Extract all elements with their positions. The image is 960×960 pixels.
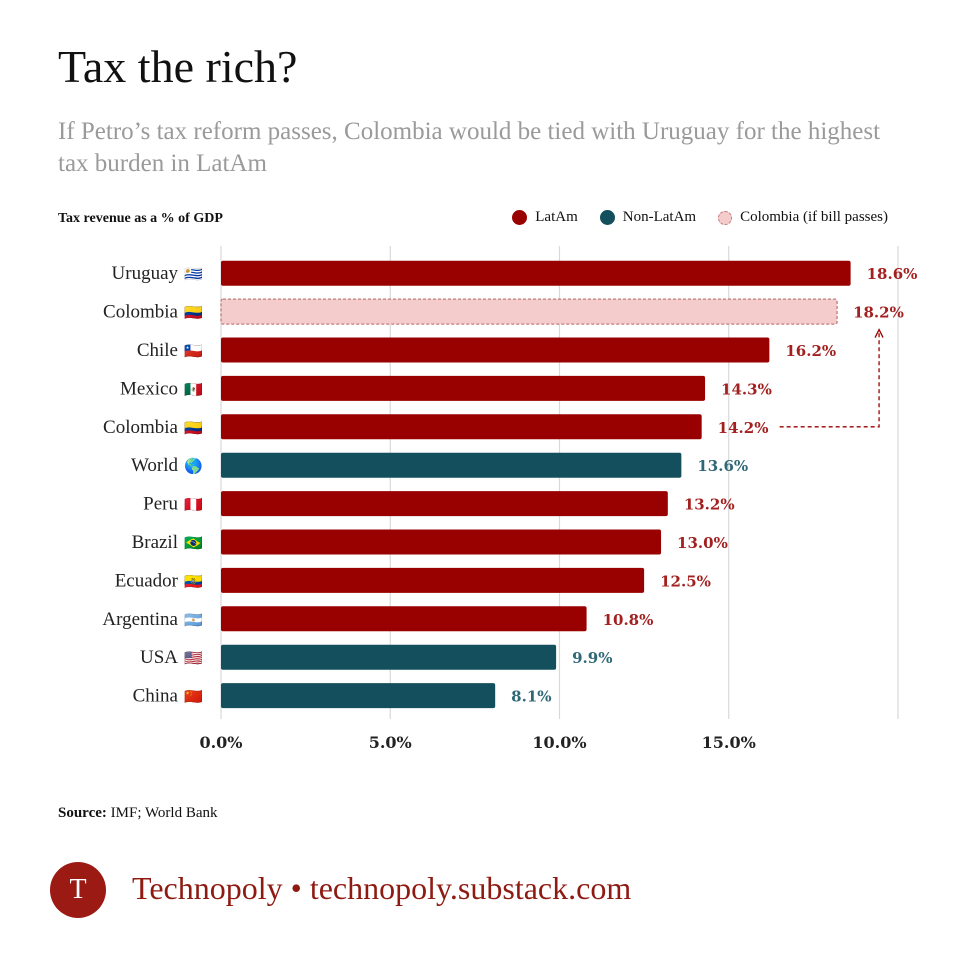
legend-swatch-nonlatam	[599, 210, 615, 225]
legend-label-colombia: Colombia (if bill passes)	[740, 209, 888, 225]
flag-icon: 🇨🇳	[184, 688, 203, 706]
data-label: 13.2%	[684, 496, 735, 514]
flag-icon: 🇨🇴	[184, 304, 203, 322]
source-note: Source: IMF; World Bank	[58, 805, 218, 822]
data-label: 14.3%	[721, 380, 772, 398]
bar	[221, 414, 702, 440]
bar	[221, 644, 557, 670]
bar	[221, 606, 587, 632]
bar	[221, 491, 668, 517]
flag-icon: 🇨🇴	[184, 419, 203, 437]
bar	[221, 452, 682, 478]
axis-label: Tax revenue as a % of GDP	[58, 211, 223, 226]
category-label: Mexico	[120, 378, 178, 399]
legend-item-latam: LatAm	[512, 209, 578, 226]
x-tick-label: 5.0%	[369, 733, 412, 752]
legend-swatch-latam	[512, 210, 528, 225]
category-label: Ecuador	[115, 570, 179, 591]
legend-swatch-colombia	[718, 210, 733, 225]
data-label: 10.8%	[603, 611, 654, 629]
category-label: World	[131, 455, 179, 476]
data-label: 18.2%	[853, 304, 904, 322]
data-label: 12.5%	[660, 572, 711, 590]
flag-icon: 🇧🇷	[184, 534, 203, 552]
data-label: 18.6%	[867, 265, 918, 283]
category-label: Colombia	[103, 302, 179, 323]
source-label: Source:	[58, 805, 107, 821]
flag-icon: 🇺🇾	[184, 265, 203, 283]
flag-icon: 🇲🇽	[184, 380, 203, 398]
legend-item-nonlatam: Non-LatAm	[599, 209, 697, 226]
bar	[221, 375, 706, 401]
annotation-arrow-line	[779, 331, 880, 428]
category-label: Uruguay	[112, 263, 179, 284]
data-label: 14.2%	[718, 419, 769, 437]
chart-title: Tax the rich?	[58, 41, 298, 92]
flag-icon: 🌎	[184, 457, 203, 475]
legend: LatAm Non-LatAm Colombia (if bill passes…	[512, 209, 888, 226]
flag-icon: 🇨🇱	[184, 342, 203, 360]
category-label: Argentina	[102, 609, 178, 630]
flag-icon: 🇦🇷	[184, 611, 203, 629]
flag-icon: 🇺🇸	[184, 649, 203, 667]
legend-label-nonlatam: Non-LatAm	[622, 209, 697, 225]
brand-logo: T	[50, 862, 106, 918]
bar	[221, 529, 662, 555]
source-text: IMF; World Bank	[110, 805, 218, 821]
brand-text: Technopoly • technopoly.substack.com	[132, 870, 632, 906]
legend-item-colombia: Colombia (if bill passes)	[718, 209, 888, 226]
data-label: 8.1%	[511, 688, 551, 706]
chart-subtitle: If Petro’s tax reform passes, Colombia w…	[58, 118, 881, 177]
bar	[220, 298, 838, 325]
bar-chart: 0.0% 5.0% 10.0% 15.0% Uruguay 🇺🇾 18.6% Colombia…	[102, 246, 918, 752]
category-label: Peru	[143, 494, 178, 515]
category-label: China	[133, 686, 179, 707]
flag-icon: 🇵🇪	[184, 496, 203, 514]
category-label: Chile	[137, 340, 178, 361]
category-label: Colombia	[103, 417, 179, 438]
annotation-arrowhead	[874, 328, 884, 338]
bar	[221, 337, 770, 363]
data-label: 13.0%	[677, 534, 728, 552]
data-label: 9.9%	[572, 649, 612, 667]
category-label: Brazil	[132, 532, 178, 553]
bar	[221, 567, 645, 593]
bar	[221, 260, 851, 286]
x-tick-label: 15.0%	[702, 733, 756, 752]
legend-label-latam: LatAm	[535, 209, 578, 225]
data-label: 13.6%	[697, 457, 748, 475]
data-label: 16.2%	[785, 342, 836, 360]
flag-icon: 🇪🇨	[184, 572, 203, 590]
bar	[221, 683, 496, 709]
x-tick-label: 0.0%	[199, 733, 242, 752]
category-label: USA	[140, 647, 178, 668]
x-tick-label: 10.0%	[532, 733, 586, 752]
